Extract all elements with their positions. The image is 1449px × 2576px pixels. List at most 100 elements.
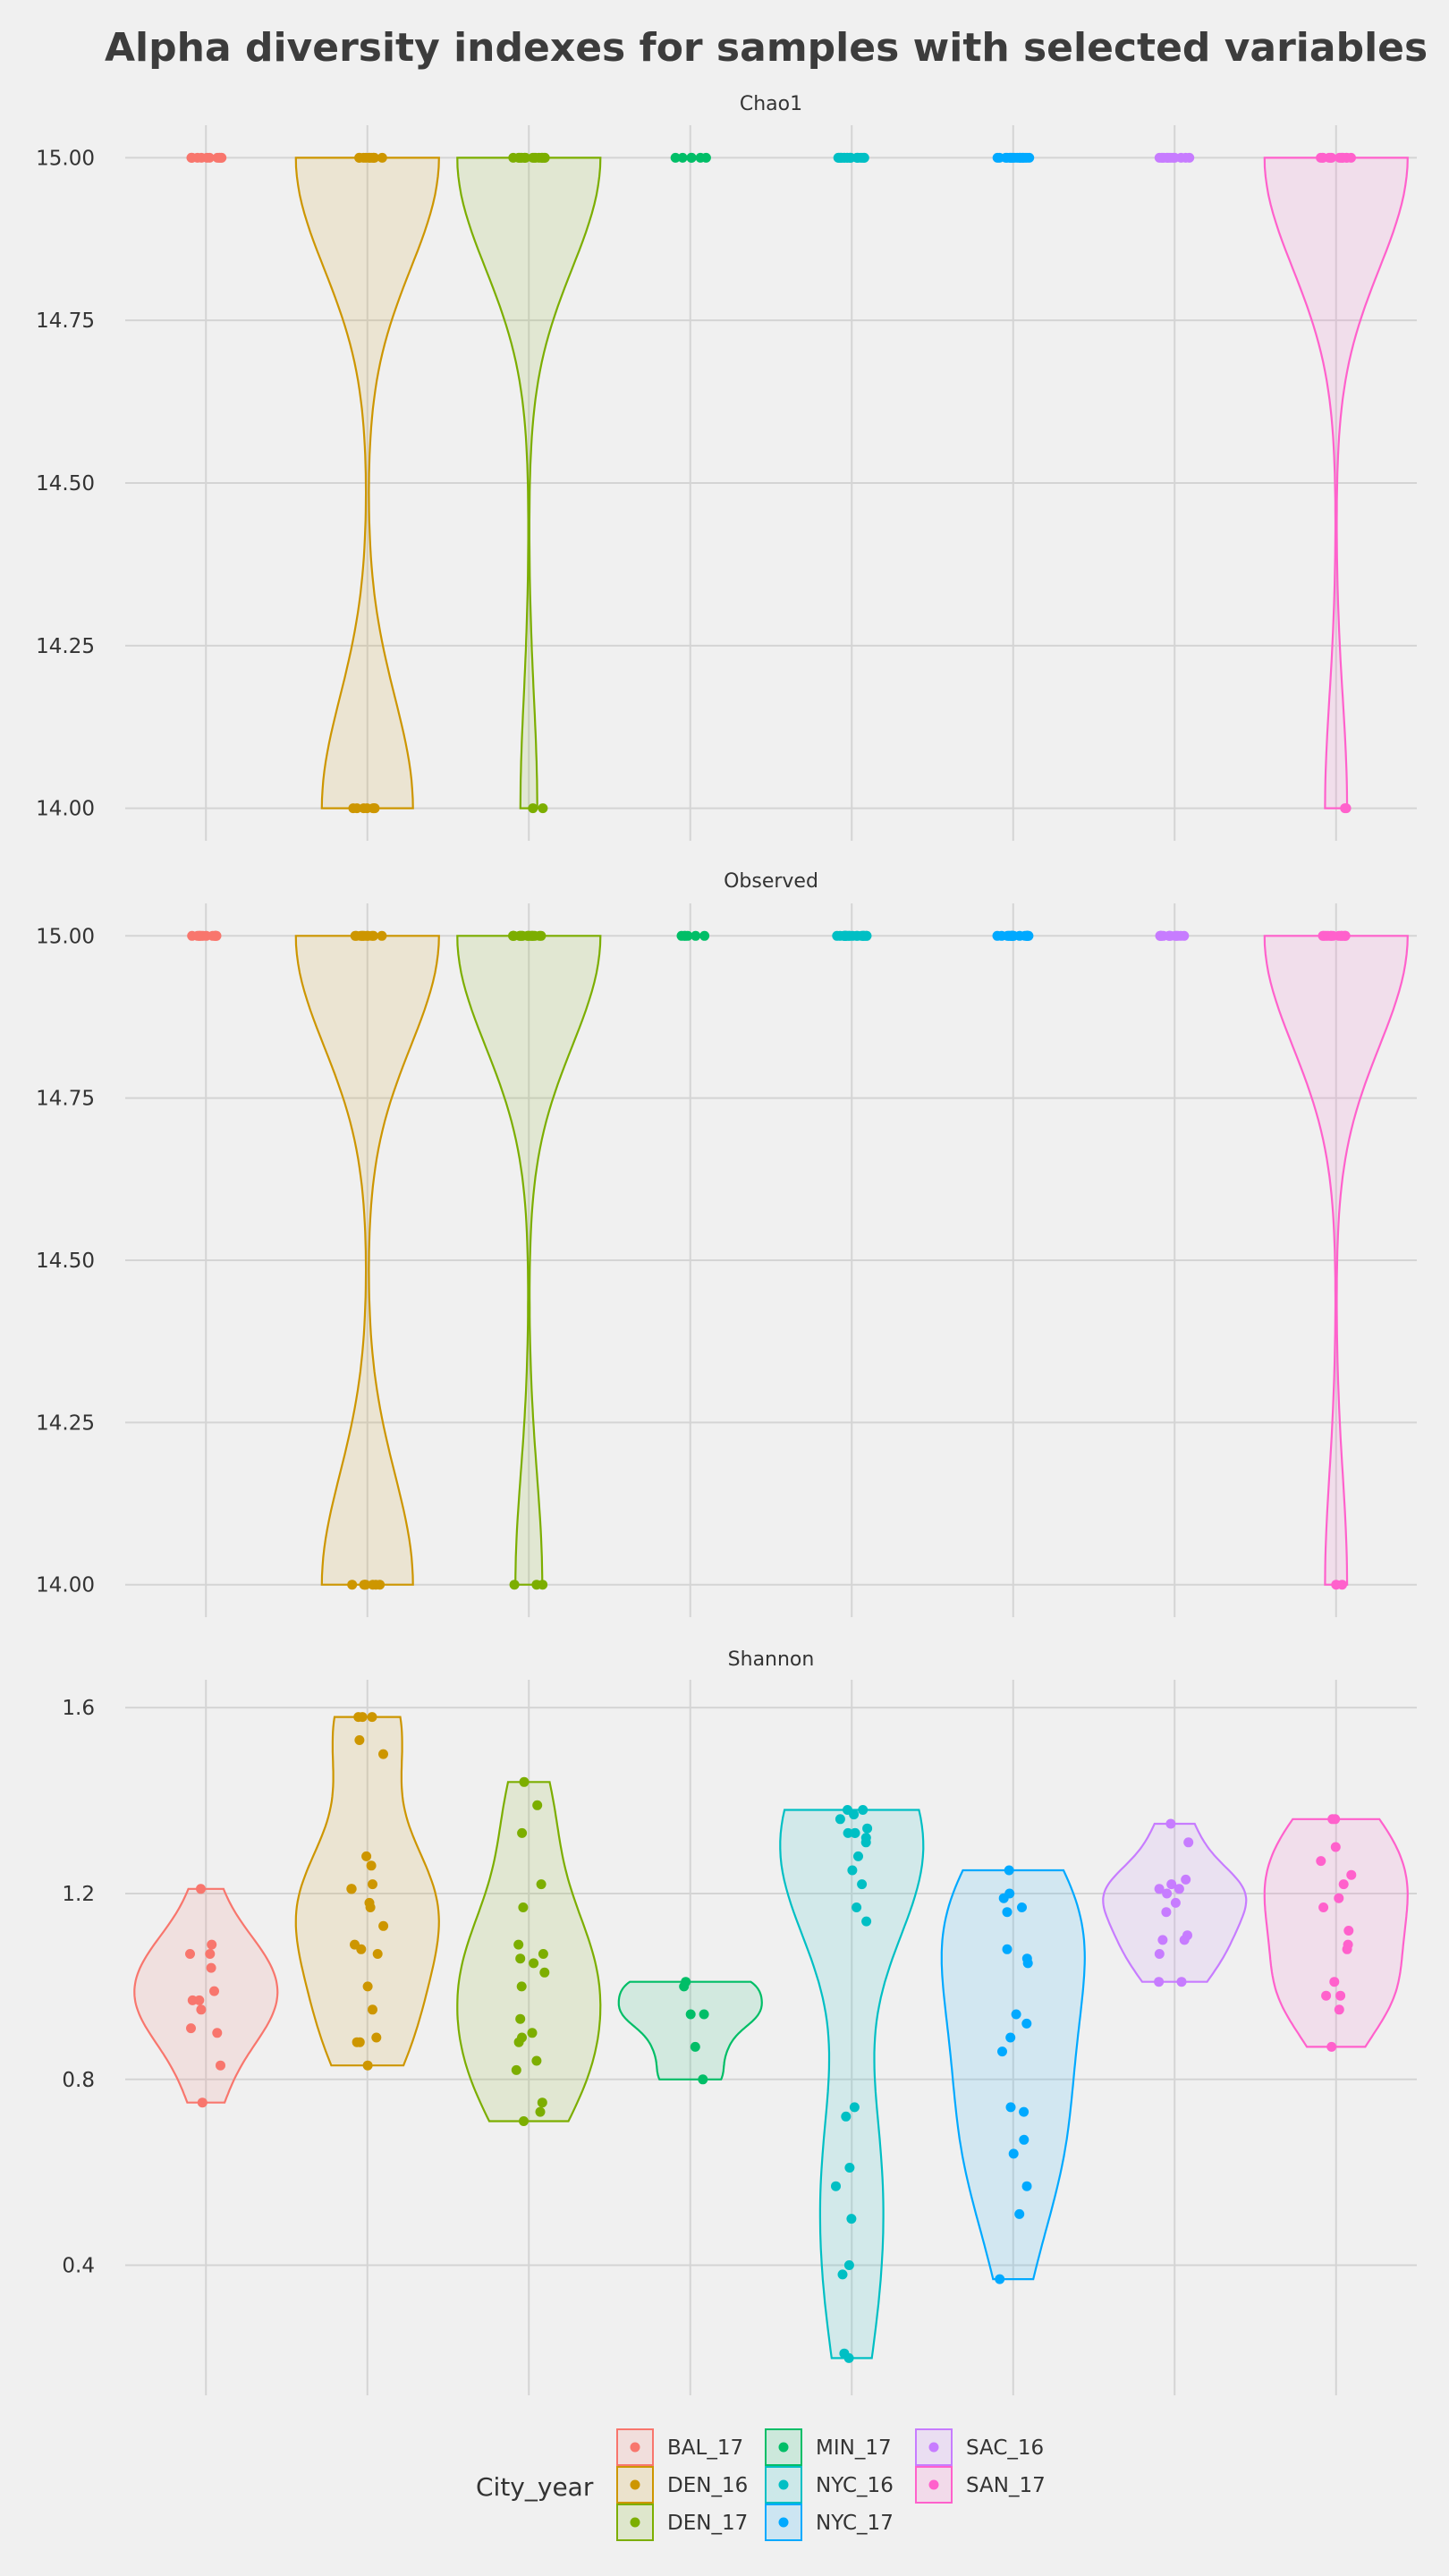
data-point xyxy=(1011,2009,1021,2020)
legend-label: MIN_17 xyxy=(816,2436,892,2460)
data-point xyxy=(1326,152,1337,163)
data-point xyxy=(1154,1949,1165,1959)
data-point xyxy=(377,930,387,941)
data-point xyxy=(860,1837,871,1848)
data-point xyxy=(835,1814,845,1825)
data-point xyxy=(1165,152,1176,163)
data-point xyxy=(837,2269,848,2280)
data-point xyxy=(508,930,518,941)
violin-san_17 xyxy=(1263,157,1409,809)
data-point xyxy=(366,1860,377,1871)
legend-key-point xyxy=(630,2442,640,2453)
data-point xyxy=(847,1865,858,1876)
legend-item-den_17: DEN_17 xyxy=(616,2504,748,2541)
legend-label: SAC_16 xyxy=(966,2436,1044,2460)
data-point xyxy=(1022,1958,1033,1969)
legend-label: NYC_17 xyxy=(816,2512,894,2535)
data-point xyxy=(1183,1837,1194,1848)
violin-min_17 xyxy=(617,1980,763,2080)
legend-label: DEN_17 xyxy=(667,2512,748,2535)
data-point xyxy=(528,152,538,163)
data-point xyxy=(205,1949,216,1959)
data-point xyxy=(519,1776,530,1787)
facet-label: Observed xyxy=(724,870,818,893)
data-point xyxy=(1343,1926,1354,1936)
data-point xyxy=(1157,152,1167,163)
data-point xyxy=(359,803,369,814)
data-point xyxy=(992,152,1003,163)
data-point xyxy=(538,803,548,814)
data-point xyxy=(353,1712,364,1723)
data-point xyxy=(1340,803,1351,814)
data-point xyxy=(1330,1842,1341,1852)
data-point xyxy=(1014,152,1025,163)
legend-item-nyc_17: NYC_17 xyxy=(765,2504,894,2541)
data-point xyxy=(831,2181,841,2191)
data-point xyxy=(528,803,538,814)
data-point xyxy=(518,1902,529,1912)
data-point xyxy=(859,930,869,941)
data-point xyxy=(1014,930,1025,941)
facet-label: Shannon xyxy=(728,1648,815,1671)
legend-key-point xyxy=(778,2479,789,2490)
data-point xyxy=(362,1981,373,1992)
data-point xyxy=(861,1916,872,1927)
data-point xyxy=(187,152,198,163)
violin-den_17 xyxy=(456,1781,602,2123)
legend-label: BAL_17 xyxy=(667,2436,743,2460)
data-point xyxy=(537,2097,547,2108)
data-point xyxy=(212,2028,223,2038)
y-tick-label: 14.00 xyxy=(36,798,95,821)
data-point xyxy=(1165,930,1175,941)
data-point xyxy=(356,1944,367,1954)
data-point xyxy=(679,1981,690,1992)
data-point xyxy=(207,1939,217,1950)
data-point xyxy=(670,152,681,163)
y-tick-label: 15.00 xyxy=(36,147,95,170)
data-point xyxy=(367,1712,377,1723)
data-point xyxy=(517,1827,528,1838)
data-point xyxy=(1326,2041,1337,2052)
data-point xyxy=(1337,152,1348,163)
violin-den_17 xyxy=(456,935,602,1586)
data-point xyxy=(699,2009,709,2020)
y-tick-label: 1.6 xyxy=(62,1697,95,1720)
data-point xyxy=(677,152,688,163)
data-point xyxy=(1004,152,1015,163)
data-point xyxy=(1154,1977,1165,1987)
data-point xyxy=(369,152,378,163)
data-point xyxy=(1321,1990,1332,2001)
legend-key-point xyxy=(778,2442,789,2453)
data-point xyxy=(844,2163,855,2173)
data-point xyxy=(849,1809,860,1820)
data-point xyxy=(539,152,550,163)
data-point xyxy=(843,1827,853,1838)
legend-item-den_16: DEN_16 xyxy=(616,2466,748,2504)
data-point xyxy=(532,1800,543,1810)
data-point xyxy=(196,1884,206,1894)
data-point xyxy=(511,2064,521,2075)
data-point xyxy=(858,1805,869,1815)
data-point xyxy=(186,2023,196,2034)
data-point xyxy=(361,1851,372,1861)
data-point xyxy=(361,930,372,941)
legend-key xyxy=(616,2504,654,2541)
data-point xyxy=(690,2041,700,2052)
legend-item-bal_17: BAL_17 xyxy=(616,2428,743,2466)
data-point xyxy=(1002,1907,1013,1918)
data-point xyxy=(196,2004,207,2015)
violin-san_17 xyxy=(1263,935,1409,1586)
data-point xyxy=(201,152,212,163)
data-point xyxy=(1021,2018,1032,2029)
data-point xyxy=(371,2032,382,2043)
data-point xyxy=(352,2037,362,2047)
data-point xyxy=(841,2111,852,2122)
data-point xyxy=(1329,1977,1340,1987)
data-point xyxy=(686,152,697,163)
data-point xyxy=(1316,1856,1326,1867)
data-point xyxy=(187,1995,198,2005)
data-point xyxy=(206,1962,216,1973)
data-point xyxy=(1004,1865,1014,1876)
data-point xyxy=(535,2106,546,2117)
